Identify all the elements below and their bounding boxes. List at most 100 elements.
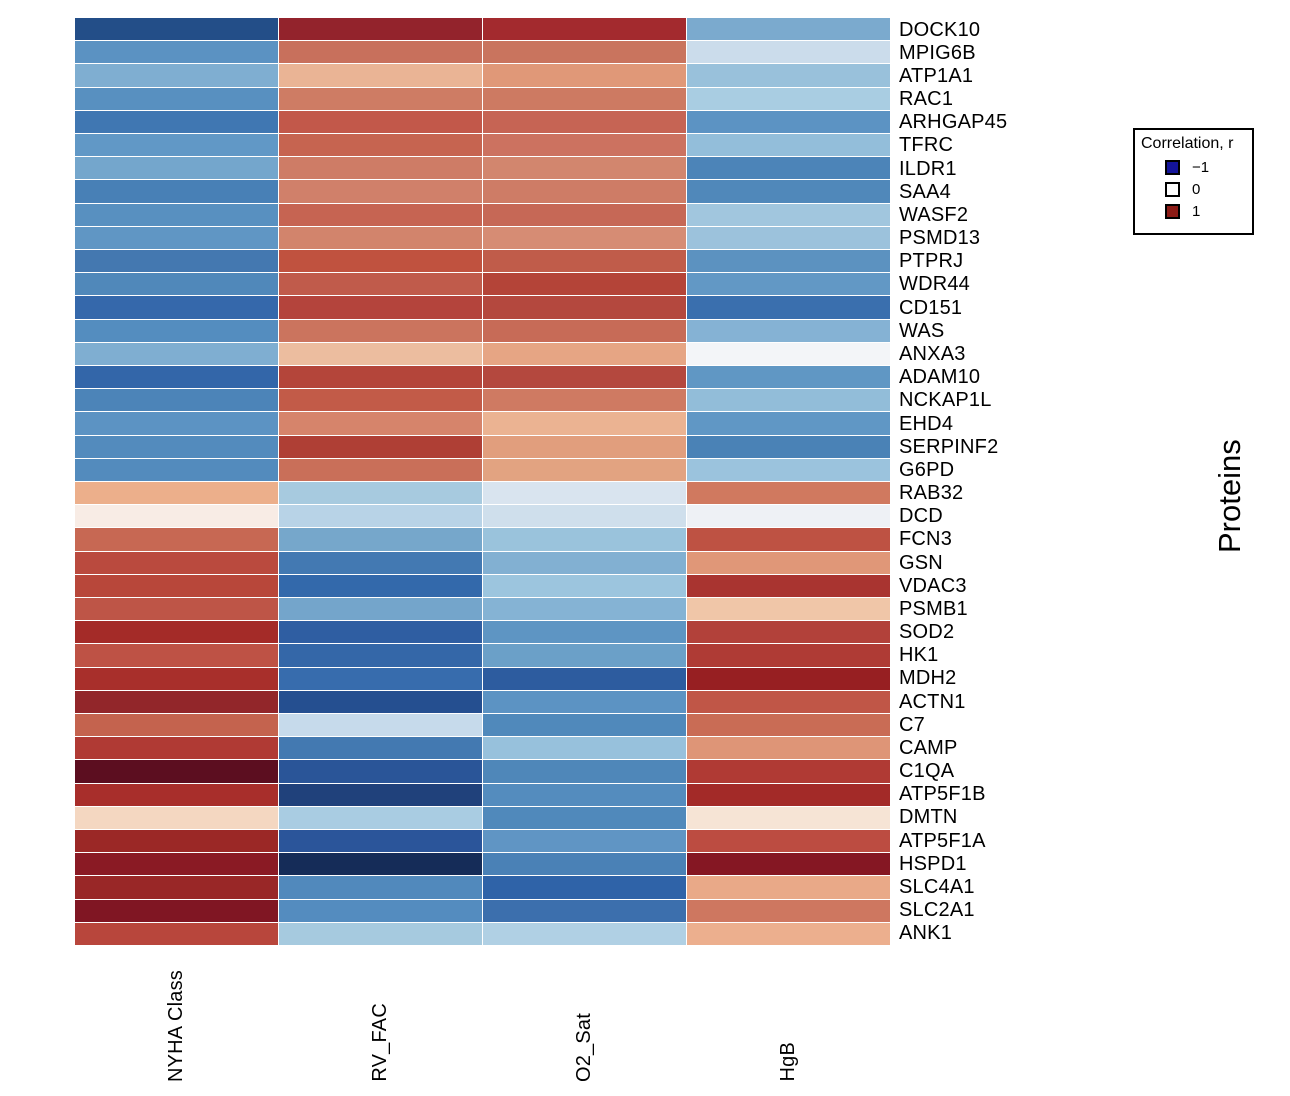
heatmap-cell xyxy=(279,598,482,621)
heatmap-cell xyxy=(279,644,482,667)
row-label: SLC2A1 xyxy=(899,899,975,922)
heatmap-cell xyxy=(687,876,890,899)
row-label: ATP5F1B xyxy=(899,783,986,806)
heatmap-cell xyxy=(279,389,482,412)
heatmap-cell xyxy=(75,482,278,505)
heatmap-cell xyxy=(483,296,686,319)
heatmap-cell xyxy=(687,64,890,87)
heatmap-grid xyxy=(75,18,890,945)
heatmap-cell xyxy=(483,134,686,157)
legend-entry: 0 xyxy=(1165,181,1246,198)
heatmap-cell xyxy=(483,87,686,110)
heatmap-cell xyxy=(483,505,686,528)
heatmap-cell xyxy=(279,319,482,342)
heatmap-cell xyxy=(75,458,278,481)
heatmap-cell xyxy=(687,366,890,389)
legend-swatch xyxy=(1165,204,1180,219)
heatmap-cell xyxy=(75,226,278,249)
row-label: C1QA xyxy=(899,760,955,783)
heatmap-cell xyxy=(687,551,890,574)
heatmap-cell xyxy=(687,806,890,829)
heatmap-cell xyxy=(279,110,482,133)
heatmap-cell xyxy=(687,690,890,713)
heatmap-cell xyxy=(279,876,482,899)
heatmap-cell xyxy=(687,110,890,133)
heatmap-cell xyxy=(687,899,890,922)
heatmap-cell xyxy=(279,342,482,365)
row-label: DCD xyxy=(899,505,943,528)
heatmap-cell xyxy=(279,250,482,273)
heatmap-cell xyxy=(279,574,482,597)
row-label: DMTN xyxy=(899,806,958,829)
heatmap-cell xyxy=(75,899,278,922)
heatmap-cell xyxy=(483,737,686,760)
heatmap-cell xyxy=(687,250,890,273)
row-label: ANK1 xyxy=(899,922,953,945)
heatmap-cell xyxy=(75,922,278,945)
heatmap-cell xyxy=(687,412,890,435)
heatmap-cell xyxy=(687,273,890,296)
row-label: CD151 xyxy=(899,296,963,319)
row-label: WASF2 xyxy=(899,203,969,226)
heatmap-cell xyxy=(483,41,686,64)
heatmap-cell xyxy=(75,621,278,644)
protein-row-labels: DOCK10 MPIG6B ATP1A1 RAC1 ARHGAP45 TFRC ILDR1 S… xyxy=(899,18,1007,945)
row-label: PTPRJ xyxy=(899,250,964,273)
heatmap-cell xyxy=(483,528,686,551)
heatmap-cell xyxy=(483,644,686,667)
row-label: ATP5F1A xyxy=(899,829,986,852)
heatmap-cell xyxy=(687,87,890,110)
heatmap-cell xyxy=(483,876,686,899)
heatmap-cell xyxy=(687,342,890,365)
heatmap-cell xyxy=(279,458,482,481)
heatmap-cell xyxy=(483,853,686,876)
heatmap-cell xyxy=(483,157,686,180)
heatmap-cell xyxy=(279,806,482,829)
legend-entry-label: 1 xyxy=(1192,203,1201,220)
heatmap-cell xyxy=(279,737,482,760)
heatmap-cell xyxy=(687,482,890,505)
heatmap-cell xyxy=(75,806,278,829)
heatmap-cell xyxy=(279,690,482,713)
heatmap-cell xyxy=(279,667,482,690)
heatmap-cell xyxy=(483,389,686,412)
legend-entry-label: 0 xyxy=(1192,181,1201,198)
heatmap-cell xyxy=(483,482,686,505)
heatmap-cell xyxy=(687,296,890,319)
heatmap-cell xyxy=(279,505,482,528)
heatmap-cell xyxy=(75,273,278,296)
row-label: EHD4 xyxy=(899,412,954,435)
heatmap-cell xyxy=(279,714,482,737)
heatmap-cell xyxy=(687,203,890,226)
heatmap-cell xyxy=(483,203,686,226)
row-label: ACTN1 xyxy=(899,690,966,713)
heatmap-cell xyxy=(483,412,686,435)
heatmap-cell xyxy=(483,366,686,389)
heatmap-cell xyxy=(483,760,686,783)
heatmap-cell xyxy=(483,783,686,806)
heatmap-cell xyxy=(279,760,482,783)
row-label: RAC1 xyxy=(899,88,954,111)
heatmap-cell xyxy=(483,64,686,87)
heatmap-cell xyxy=(75,690,278,713)
heatmap-cell xyxy=(687,574,890,597)
heatmap-cell xyxy=(75,134,278,157)
heatmap-cell xyxy=(483,250,686,273)
legend-swatch xyxy=(1165,160,1180,175)
row-label: SAA4 xyxy=(899,180,951,203)
heatmap-cell xyxy=(75,876,278,899)
row-label: C7 xyxy=(899,713,925,736)
heatmap-cell xyxy=(279,482,482,505)
heatmap-cell xyxy=(483,806,686,829)
row-label: GSN xyxy=(899,551,943,574)
heatmap-cell xyxy=(75,853,278,876)
heatmap-cell xyxy=(279,435,482,458)
row-label: G6PD xyxy=(899,458,955,481)
row-label: PSMB1 xyxy=(899,597,968,620)
heatmap-cell xyxy=(279,18,482,41)
row-label: VDAC3 xyxy=(899,574,967,597)
row-label: SOD2 xyxy=(899,621,955,644)
heatmap-cell xyxy=(75,203,278,226)
correlation-legend: Correlation, r −1 0 1 xyxy=(1133,128,1254,235)
heatmap-cell xyxy=(279,621,482,644)
